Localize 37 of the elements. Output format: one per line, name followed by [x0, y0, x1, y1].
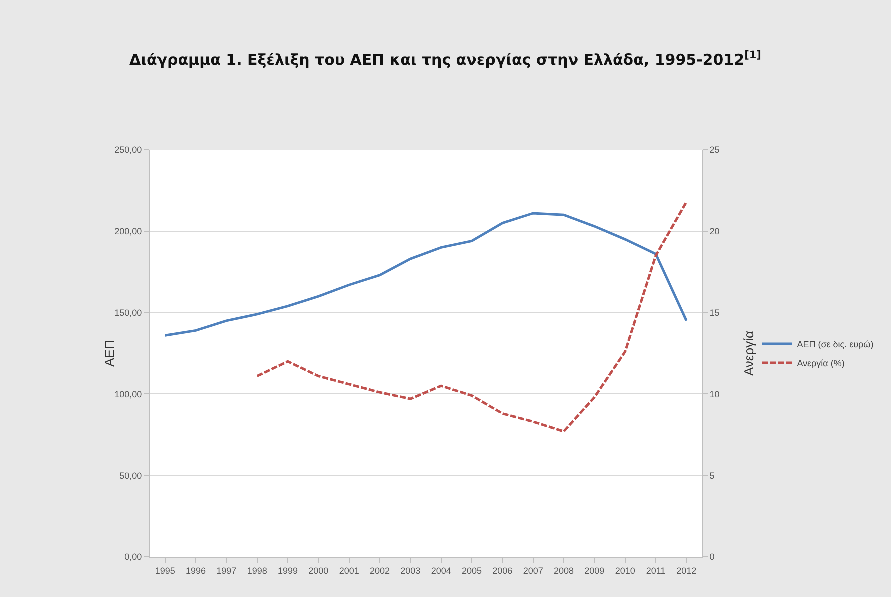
- x-tick-label: 1999: [278, 566, 298, 576]
- x-tick-label: 2006: [492, 566, 513, 576]
- y2-tick-label: 15: [710, 308, 720, 318]
- y2-tick-label: 5: [710, 470, 715, 481]
- x-tick-label: 2012: [676, 566, 697, 576]
- y2-axis-title: Ανεργία: [741, 330, 756, 376]
- x-tick-label: 2007: [523, 566, 544, 576]
- y2-tick-label: 25: [710, 145, 720, 156]
- x-tick-label: 1995: [155, 566, 176, 576]
- x-tick-label: 1996: [186, 566, 206, 576]
- x-tick-label: 1997: [216, 566, 237, 576]
- y-tick-label: 200,00: [114, 226, 142, 237]
- x-tick-label: 2009: [584, 566, 605, 576]
- y-tick-label: 150,00: [114, 308, 142, 318]
- x-tick-label: 2002: [370, 566, 390, 576]
- x-tick-label: 2011: [646, 566, 666, 576]
- y-tick-label: 100,00: [114, 389, 142, 400]
- y2-tick-label: 20: [710, 226, 720, 237]
- x-tick-label: 2001: [339, 566, 360, 576]
- y-tick-label: 50,00: [120, 470, 142, 481]
- x-tick-label: 2005: [462, 566, 482, 576]
- line-series: [256, 200, 688, 433]
- y-tick-label: 250,00: [114, 145, 142, 156]
- chart-title: Διάγραμμα 1. Εξέλιξη του ΑΕΠ και της ανεργίας στην Ελλάδα, 1995-2012$^{[1]}$: [130, 50, 762, 69]
- x-tick-label: 2000: [308, 566, 329, 576]
- x-tick-label: 2010: [615, 566, 636, 576]
- x-tick-label: 2008: [554, 566, 574, 576]
- x-tick-label: 2003: [400, 566, 421, 576]
- x-tick-label: 1998: [247, 566, 268, 576]
- y2-tick-label: 10: [710, 389, 720, 400]
- legend-label: Ανεργία (%): [797, 358, 845, 369]
- line-series: [164, 212, 688, 337]
- y-axis-title: ΑΕΠ: [102, 340, 117, 367]
- y2-tick-label: 0: [710, 552, 715, 562]
- x-tick-label: 2004: [431, 566, 452, 576]
- legend-label: ΑΕΠ (σε δις. ευρώ): [797, 340, 874, 350]
- y-tick-label: 0,00: [124, 552, 142, 562]
